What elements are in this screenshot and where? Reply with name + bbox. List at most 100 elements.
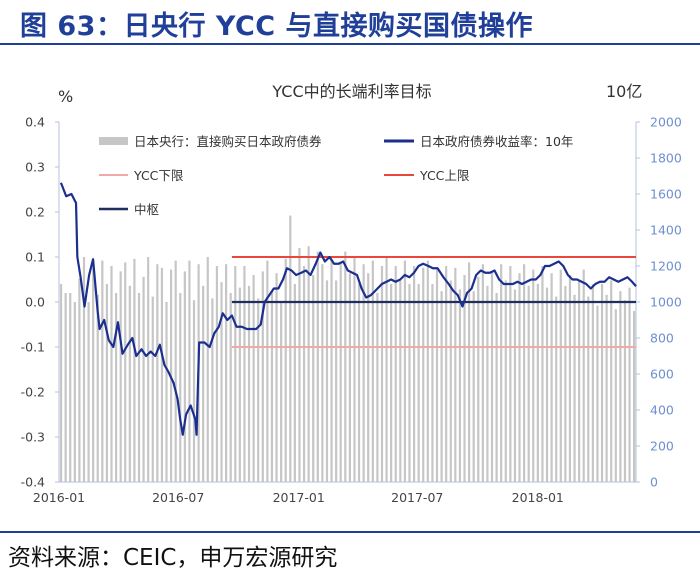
purchase-bar: [481, 264, 484, 482]
purchase-bar: [545, 287, 549, 482]
purchase-bar: [472, 291, 475, 482]
purchase-bar: [92, 267, 95, 482]
purchase-bar: [225, 264, 228, 482]
purchase-bar: [142, 276, 145, 482]
purchase-bar: [78, 278, 81, 482]
purchase-bar: [394, 266, 397, 482]
right-tick-label: 400: [650, 403, 674, 418]
legend-bars-label: 日本央行：直接购买日本政府债券: [134, 134, 322, 149]
purchase-bar: [367, 273, 370, 482]
x-axis-ticks: 2016-01 2016-07 2017-01 2017-07 2018-01: [33, 490, 564, 505]
purchase-bar: [243, 266, 246, 482]
purchase-bar: [573, 294, 576, 482]
purchase-bar: [179, 293, 182, 482]
purchase-bar: [64, 293, 67, 482]
right-tick-label: 0: [650, 475, 658, 490]
right-axis-label: 10亿: [606, 82, 642, 101]
purchase-bar: [206, 257, 209, 482]
left-tick-label: -0.1: [21, 340, 45, 355]
purchase-bar: [513, 289, 517, 482]
purchase-bar: [321, 264, 324, 482]
purchase-bar: [289, 215, 292, 482]
purchase-bar: [96, 294, 99, 482]
purchase-bar: [417, 284, 420, 482]
title-rule: [0, 43, 700, 45]
purchase-bars: [59, 215, 636, 482]
purchase-bar: [151, 296, 154, 482]
legend: 日本央行：直接购买日本政府债券 日本政府债券收益率：10年 YCC下限 YCC上…: [99, 134, 573, 217]
purchase-bar: [156, 264, 159, 482]
legend-middle-label: 中枢: [134, 202, 159, 217]
purchase-bar: [133, 258, 136, 482]
purchase-bar: [316, 251, 319, 482]
purchase-bar: [165, 302, 168, 482]
purchase-bar: [73, 302, 76, 482]
purchase-bar: [307, 246, 310, 482]
legend-jgb-label: 日本政府债券收益率：10年: [420, 134, 573, 149]
purchase-bar: [509, 266, 512, 482]
purchase-bar: [302, 266, 306, 482]
purchase-bar: [160, 267, 164, 482]
left-tick-label: 0.0: [25, 295, 45, 310]
right-tick-label: 1800: [650, 151, 682, 166]
purchase-bar: [270, 291, 274, 482]
purchase-bar: [87, 302, 90, 482]
purchase-bar: [119, 271, 122, 482]
purchase-bar: [412, 266, 416, 482]
purchase-bar: [293, 284, 296, 482]
purchase-bar: [376, 293, 379, 482]
purchase-bar: [449, 280, 452, 482]
purchase-bar: [124, 262, 127, 482]
purchase-bar: [59, 284, 63, 482]
purchase-bar: [220, 282, 223, 482]
purchase-bar: [147, 257, 150, 482]
purchase-bar: [261, 271, 264, 482]
purchase-bar: [435, 269, 439, 482]
left-tick-label: 0.3: [25, 160, 45, 175]
purchase-bar: [527, 285, 530, 482]
purchase-bar: [247, 285, 251, 482]
purchase-bar: [114, 293, 118, 482]
purchase-bar: [440, 291, 443, 482]
right-tick-label: 1600: [650, 187, 682, 202]
purchase-bar: [403, 260, 407, 482]
purchase-bar: [275, 273, 278, 482]
purchase-bar: [385, 257, 388, 482]
purchase-bar: [628, 287, 631, 482]
right-tick-label: 800: [650, 331, 674, 346]
purchase-bar: [211, 298, 214, 482]
purchase-bar: [490, 271, 494, 482]
purchase-bar: [568, 275, 572, 482]
purchase-bar: [202, 285, 205, 482]
purchase-bar: [339, 262, 342, 482]
chart: YCC中的长端利率目标 % 10亿 0.4 0.3 0.2 0.1 0.0 -0.1 -0.…: [21, 82, 682, 505]
purchase-bar: [344, 251, 347, 482]
purchase-bar: [486, 285, 489, 482]
purchase-bar: [348, 273, 351, 482]
purchase-bar: [362, 264, 365, 482]
purchase-bar: [582, 269, 585, 482]
jgb-10y-line: [59, 182, 637, 436]
purchase-bar: [188, 260, 191, 482]
right-tick-label: 1400: [650, 223, 682, 238]
purchase-bar: [532, 269, 535, 482]
x-tick-label: 2017-01: [273, 490, 325, 505]
purchase-bar: [325, 280, 329, 482]
purchase-bar: [536, 284, 539, 482]
purchase-bar: [463, 275, 466, 482]
x-tick-label: 2017-07: [391, 490, 443, 505]
x-tick-label: 2018-01: [512, 490, 564, 505]
purchase-bar: [137, 293, 141, 482]
purchase-bar: [477, 276, 480, 482]
purchase-bar: [431, 284, 434, 482]
left-tick-label: 0.1: [25, 250, 45, 265]
purchase-bar: [550, 273, 553, 482]
purchase-bar: [495, 293, 498, 482]
purchase-bar: [105, 284, 109, 482]
purchase-bar: [504, 280, 507, 482]
purchase-bar: [605, 294, 608, 482]
purchase-bar: [578, 280, 581, 482]
purchase-bar: [614, 309, 617, 482]
purchase-bar: [183, 271, 186, 482]
purchase-bar: [257, 298, 260, 482]
